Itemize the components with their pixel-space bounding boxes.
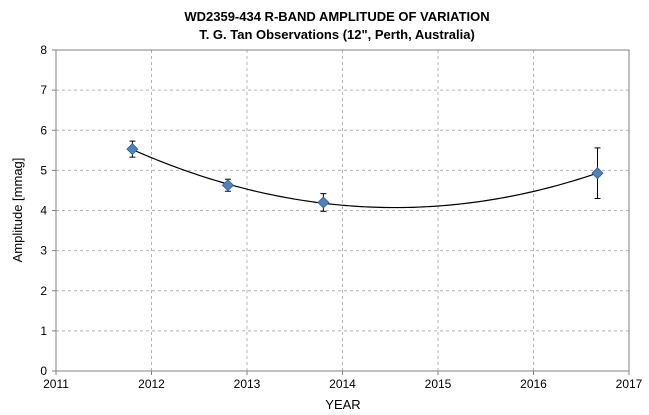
- data-point: [591, 167, 604, 180]
- trendline: [132, 149, 598, 209]
- x-tick-label: 2016: [520, 377, 547, 391]
- y-tick-label: 6: [40, 123, 47, 137]
- x-tick-label: 2013: [234, 377, 261, 391]
- x-tick-label: 2011: [43, 377, 69, 391]
- x-tick-labels: 2011 2012 2013 2014 2015 2016 2017: [43, 371, 643, 391]
- y-axis-label: Amplitude [mmag]: [10, 158, 25, 263]
- trendline-group: [132, 149, 598, 209]
- chart-title: WD2359-434 R-BAND AMPLITUDE OF VARIATION: [184, 9, 489, 24]
- x-tick-label: 2014: [329, 377, 356, 391]
- data-markers-group: [126, 143, 604, 209]
- x-tick-label: 2015: [425, 377, 452, 391]
- y-tick-label: 3: [40, 244, 47, 258]
- data-point: [126, 143, 139, 156]
- y-tick-label: 7: [40, 83, 47, 97]
- grid-lines: [56, 50, 629, 371]
- x-tick-label: 2017: [616, 377, 643, 391]
- y-tick-label: 0: [40, 364, 47, 378]
- y-tick-label: 1: [40, 324, 47, 338]
- x-tick-label: 2012: [138, 377, 165, 391]
- y-tick-label: 4: [40, 204, 47, 218]
- x-axis-label: YEAR: [325, 397, 360, 412]
- chart-subtitle: T. G. Tan Observations (12", Perth, Aust…: [199, 27, 475, 42]
- y-tick-label: 2: [40, 284, 47, 298]
- data-point: [221, 179, 234, 192]
- data-point: [317, 196, 330, 209]
- y-tick-labels: 0 1 2 3 4 5 6 7 8: [40, 43, 56, 378]
- y-tick-label: 5: [40, 163, 47, 177]
- y-tick-label: 8: [40, 43, 47, 57]
